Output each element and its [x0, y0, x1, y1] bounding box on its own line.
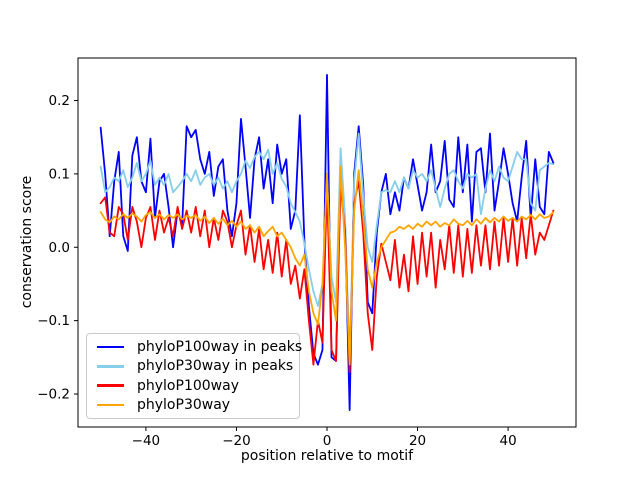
- y-tick-label: 0.0: [49, 240, 70, 256]
- legend-line-swatch: [97, 403, 124, 407]
- x-tick-label: 0: [323, 433, 332, 449]
- legend-line-swatch: [97, 365, 124, 368]
- legend-label: phyloP30way in peaks: [137, 358, 294, 375]
- y-tick-label: −0.2: [37, 386, 70, 402]
- y-tick-label: 0.1: [49, 166, 70, 182]
- legend-item: phyloP100way: [97, 378, 289, 394]
- x-tick-label: −40: [132, 433, 161, 449]
- legend-line-swatch: [97, 345, 124, 349]
- x-tick-label: −20: [222, 433, 251, 449]
- legend-label: phyloP30way: [137, 396, 231, 413]
- legend-item: phyloP30way in peaks: [97, 358, 293, 374]
- series-line-phylop100way-in-peaks: [99, 73, 555, 412]
- x-tick-label: 20: [409, 433, 426, 449]
- legend-label: phyloP100way: [137, 377, 239, 394]
- axis-ticks: −40 −20 0 20 40 −0.2 −0.1 0.0 0.1 0.2: [37, 93, 516, 449]
- y-tick-label: −0.1: [37, 313, 70, 329]
- legend-label: phyloP100way in peaks: [137, 339, 303, 356]
- x-tick-label: 40: [499, 433, 516, 449]
- series-line-phylop30way: [99, 165, 555, 366]
- series-lines: [99, 73, 555, 412]
- series-line-phylop30way-in-peaks: [99, 132, 555, 362]
- plot-border: [77, 57, 577, 428]
- y-axis-label: conservation score: [19, 175, 35, 309]
- y-tick-label: 0.2: [49, 93, 70, 109]
- legend: phyloP100way in peaks phyloP30way in pea…: [86, 333, 302, 419]
- x-axis-label: position relative to motif: [240, 448, 414, 464]
- legend-line-swatch: [97, 384, 124, 387]
- legend-item: phyloP30way: [97, 397, 289, 413]
- legend-item: phyloP100way in peaks: [97, 339, 302, 355]
